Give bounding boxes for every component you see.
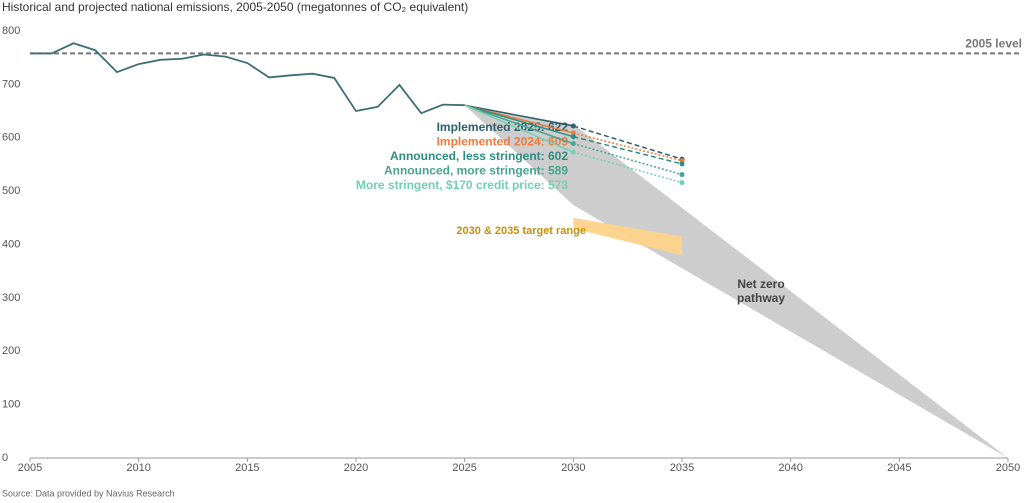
x-tick-label: 2030 (561, 462, 585, 474)
x-tick-label: 2025 (452, 462, 476, 474)
y-tick-label: 800 (2, 25, 20, 37)
series-label: Announced, less stringent: 602 (390, 149, 568, 163)
source-note: Source: Data provided by Navius Research (2, 488, 175, 498)
series-line (464, 104, 574, 153)
series-line (573, 135, 683, 165)
point (570, 134, 576, 140)
chart-title: Historical and projected national emissi… (2, 0, 468, 14)
band-label: 2030 & 2035 target range (456, 225, 586, 237)
series-label: More stringent, $170 credit price: 573 (356, 178, 568, 192)
band-label: Net zero (737, 277, 784, 291)
point (679, 161, 685, 167)
point (679, 172, 685, 178)
x-tick-label: 2010 (126, 462, 150, 474)
point (570, 123, 576, 129)
series-line (464, 104, 574, 145)
x-tick-label: 2020 (344, 462, 368, 474)
x-tick-label: 2040 (778, 462, 802, 474)
y-tick-label: 300 (2, 292, 20, 304)
y-tick-label: 100 (2, 399, 20, 411)
y-tick-label: 700 (2, 78, 20, 90)
series-line (573, 132, 683, 162)
point (570, 130, 576, 136)
series-label: Announced, more stringent: 589 (384, 164, 568, 178)
series-line (573, 151, 683, 184)
band (573, 217, 682, 256)
band-label: pathway (737, 291, 785, 305)
x-tick-label: 2005 (18, 462, 42, 474)
x-tick-label: 2015 (235, 462, 259, 474)
y-tick-label: 200 (2, 345, 20, 357)
y-tick-label: 400 (2, 238, 20, 250)
point (679, 180, 685, 186)
reference-label: 2005 level (965, 37, 1022, 51)
series-label: Implemented 2024: 609 (437, 135, 569, 149)
y-tick-label: 0 (2, 452, 8, 464)
point (570, 141, 576, 147)
y-tick-label: 600 (2, 132, 20, 144)
band (464, 105, 1009, 458)
x-tick-label: 2050 (996, 462, 1020, 474)
series-line (464, 104, 574, 127)
series-line (573, 125, 683, 160)
series-line (573, 142, 683, 176)
x-tick-label: 2035 (670, 462, 694, 474)
x-tick-label: 2045 (887, 462, 911, 474)
series-line (30, 42, 465, 115)
series-line (464, 104, 574, 138)
y-tick-label: 500 (2, 185, 20, 197)
point (570, 149, 576, 155)
